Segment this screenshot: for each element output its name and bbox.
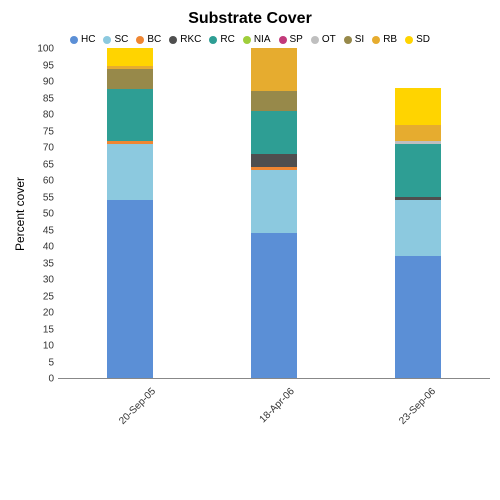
y-tick: 40 xyxy=(30,242,54,253)
bars-layer xyxy=(58,49,490,378)
y-tick: 80 xyxy=(30,110,54,121)
y-tick: 0 xyxy=(30,374,54,385)
legend-label: RKC xyxy=(180,34,201,45)
legend-swatch-icon xyxy=(405,36,413,44)
legend-label: HC xyxy=(81,34,95,45)
bar-column xyxy=(251,48,297,378)
bar-segment-rc xyxy=(251,111,297,154)
y-tick: 85 xyxy=(30,93,54,104)
plot-row: Percent cover 05101520253035404550556065… xyxy=(10,49,490,379)
legend-item-rc: RC xyxy=(209,34,234,45)
x-tick: 20-Sep-05 xyxy=(117,386,158,427)
y-tick: 100 xyxy=(30,44,54,55)
legend-swatch-icon xyxy=(136,36,144,44)
y-tick: 70 xyxy=(30,143,54,154)
bar-segment-rc xyxy=(395,144,441,197)
legend-label: SD xyxy=(416,34,430,45)
bar-segment-sd xyxy=(395,88,441,124)
y-tick: 60 xyxy=(30,176,54,187)
legend-item-sc: SC xyxy=(103,34,128,45)
legend-item-sd: SD xyxy=(405,34,430,45)
legend-item-rb: RB xyxy=(372,34,397,45)
y-tick: 35 xyxy=(30,258,54,269)
ylabel-cell: Percent cover xyxy=(10,49,30,379)
legend-swatch-icon xyxy=(372,36,380,44)
legend-swatch-icon xyxy=(209,36,217,44)
y-tick: 75 xyxy=(30,126,54,137)
y-tick: 25 xyxy=(30,291,54,302)
x-axis: 20-Sep-0518-Apr-0623-Sep-06 xyxy=(58,379,478,390)
y-tick: 15 xyxy=(30,324,54,335)
bar-segment-hc xyxy=(251,233,297,378)
legend-label: OT xyxy=(322,34,336,45)
y-tick: 5 xyxy=(30,357,54,368)
bar-segment-sc xyxy=(107,144,153,200)
bar-segment-sc xyxy=(395,200,441,256)
plot-area xyxy=(58,49,490,379)
bar-column xyxy=(107,48,153,378)
legend-swatch-icon xyxy=(243,36,251,44)
legend-label: SP xyxy=(290,34,303,45)
legend-swatch-icon xyxy=(103,36,111,44)
legend-swatch-icon xyxy=(169,36,177,44)
y-tick: 30 xyxy=(30,275,54,286)
legend-label: RB xyxy=(383,34,397,45)
legend-label: NIA xyxy=(254,34,271,45)
legend-swatch-icon xyxy=(344,36,352,44)
legend-label: RC xyxy=(220,34,234,45)
legend-label: SI xyxy=(355,34,364,45)
y-axis-label: Percent cover xyxy=(13,177,27,251)
legend-item-nia: NIA xyxy=(243,34,271,45)
chart-container: Substrate Cover HC SC BC RKC RC NIA SP OT SI RB SD… xyxy=(0,0,500,500)
y-tick: 90 xyxy=(30,77,54,88)
x-tick-cell: 23-Sep-06 xyxy=(338,379,478,390)
x-tick: 23-Sep-06 xyxy=(397,386,438,427)
y-tick: 95 xyxy=(30,60,54,71)
legend-item-sp: SP xyxy=(279,34,303,45)
legend-item-ot: OT xyxy=(311,34,336,45)
legend-swatch-icon xyxy=(311,36,319,44)
bar-segment-rb xyxy=(395,125,441,142)
legend-item-si: SI xyxy=(344,34,364,45)
bar-segment-rc xyxy=(107,89,153,142)
legend-swatch-icon xyxy=(279,36,287,44)
chart-title: Substrate Cover xyxy=(10,10,490,28)
x-tick-cell: 18-Apr-06 xyxy=(198,379,338,390)
y-tick: 50 xyxy=(30,209,54,220)
legend-item-bc: BC xyxy=(136,34,161,45)
bar-segment-sd xyxy=(107,48,153,65)
y-tick: 55 xyxy=(30,192,54,203)
bar-segment-hc xyxy=(395,256,441,378)
y-tick: 45 xyxy=(30,225,54,236)
y-tick: 10 xyxy=(30,341,54,352)
legend-swatch-icon xyxy=(70,36,78,44)
bar-segment-rkc xyxy=(251,154,297,167)
bar-segment-sc xyxy=(251,170,297,233)
bar-column xyxy=(395,88,441,378)
x-tick: 18-Apr-06 xyxy=(257,386,296,425)
legend-item-hc: HC xyxy=(70,34,95,45)
legend: HC SC BC RKC RC NIA SP OT SI RB SD xyxy=(10,34,490,45)
bar-segment-si xyxy=(251,91,297,111)
bar-segment-hc xyxy=(107,200,153,378)
legend-label: SC xyxy=(114,34,128,45)
y-axis: 0510152025303540455055606570758085909510… xyxy=(30,49,58,379)
bar-segment-si xyxy=(107,69,153,89)
x-tick-cell: 20-Sep-05 xyxy=(58,379,198,390)
legend-item-rkc: RKC xyxy=(169,34,201,45)
y-tick: 65 xyxy=(30,159,54,170)
bar-segment-rb xyxy=(251,48,297,91)
y-tick: 20 xyxy=(30,308,54,319)
legend-label: BC xyxy=(147,34,161,45)
